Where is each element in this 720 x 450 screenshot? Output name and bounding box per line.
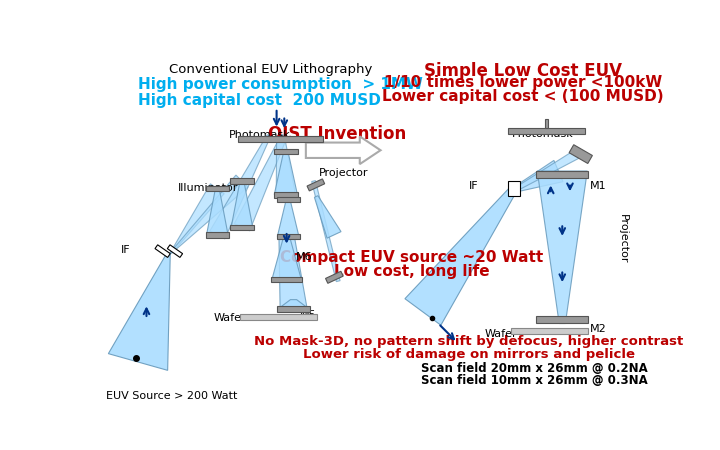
- Polygon shape: [537, 171, 588, 324]
- Text: Scan field 20mm x 26mm @ 0.2NA: Scan field 20mm x 26mm @ 0.2NA: [421, 362, 648, 375]
- Polygon shape: [315, 196, 341, 238]
- Text: Projector: Projector: [618, 214, 628, 264]
- Polygon shape: [271, 277, 302, 282]
- Polygon shape: [274, 152, 297, 194]
- Polygon shape: [516, 160, 563, 192]
- Polygon shape: [272, 237, 301, 279]
- Bar: [544, 119, 548, 128]
- Polygon shape: [230, 178, 253, 184]
- Text: M1: M1: [590, 181, 607, 191]
- Text: Illuminator: Illuminator: [178, 183, 238, 194]
- Text: Photomask: Photomask: [511, 130, 573, 140]
- Polygon shape: [210, 135, 271, 239]
- Polygon shape: [307, 179, 325, 191]
- Text: Lower risk of damage on mirrors and pelicle: Lower risk of damage on mirrors and peli…: [303, 348, 635, 361]
- Polygon shape: [230, 225, 253, 230]
- Bar: [240, 314, 318, 320]
- Text: M6: M6: [296, 252, 312, 262]
- Polygon shape: [276, 234, 300, 239]
- Text: Compact EUV source ~20 Watt: Compact EUV source ~20 Watt: [280, 250, 543, 266]
- Text: Simple Low Cost EUV: Simple Low Cost EUV: [424, 62, 622, 80]
- Polygon shape: [325, 271, 343, 284]
- Polygon shape: [312, 180, 340, 282]
- Polygon shape: [234, 135, 287, 231]
- Text: Low cost, long life: Low cost, long life: [333, 264, 489, 279]
- Text: Wafer: Wafer: [485, 329, 518, 339]
- Text: OIST Invention: OIST Invention: [268, 125, 406, 143]
- Text: High power consumption  > 1MW: High power consumption > 1MW: [138, 77, 423, 92]
- Bar: [238, 135, 323, 142]
- Polygon shape: [536, 171, 588, 178]
- Polygon shape: [171, 184, 224, 253]
- Polygon shape: [278, 300, 309, 309]
- Polygon shape: [277, 306, 310, 311]
- Text: High capital cost  200 MUSD: High capital cost 200 MUSD: [138, 93, 381, 108]
- Text: IF: IF: [469, 181, 478, 191]
- Polygon shape: [536, 316, 588, 323]
- Text: M5: M5: [300, 310, 316, 320]
- Polygon shape: [274, 149, 298, 154]
- Bar: [508, 181, 520, 197]
- Polygon shape: [274, 192, 298, 198]
- Polygon shape: [206, 186, 229, 191]
- Text: 1/10 times lower power <100kW: 1/10 times lower power <100kW: [384, 75, 662, 90]
- Polygon shape: [277, 199, 299, 237]
- Bar: [511, 328, 588, 334]
- Text: M2: M2: [590, 324, 607, 333]
- Polygon shape: [306, 136, 381, 164]
- Polygon shape: [569, 145, 593, 163]
- Text: Conventional EUV Lithography: Conventional EUV Lithography: [168, 63, 372, 76]
- Text: Scan field 10mm x 26mm @ 0.3NA: Scan field 10mm x 26mm @ 0.3NA: [421, 374, 648, 387]
- Text: No Mask-3D, no pattern shift by defocus, higher contrast: No Mask-3D, no pattern shift by defocus,…: [254, 335, 684, 348]
- Polygon shape: [279, 236, 307, 310]
- Polygon shape: [276, 197, 300, 202]
- Text: Wafer: Wafer: [213, 313, 246, 323]
- Text: Lower capital cost < (100 MUSD): Lower capital cost < (100 MUSD): [382, 89, 664, 104]
- Polygon shape: [167, 245, 183, 257]
- Polygon shape: [108, 252, 171, 370]
- Polygon shape: [276, 135, 295, 196]
- Text: Photomask: Photomask: [229, 130, 291, 140]
- Polygon shape: [231, 181, 253, 227]
- Polygon shape: [516, 150, 579, 190]
- Polygon shape: [155, 245, 170, 257]
- Polygon shape: [171, 175, 248, 253]
- Polygon shape: [206, 232, 229, 238]
- Polygon shape: [207, 189, 228, 235]
- Polygon shape: [405, 186, 517, 325]
- Bar: [508, 128, 585, 134]
- Text: IF: IF: [121, 245, 130, 255]
- Text: Projector: Projector: [319, 168, 369, 178]
- Text: EUV Source > 200 Watt: EUV Source > 200 Watt: [106, 391, 237, 401]
